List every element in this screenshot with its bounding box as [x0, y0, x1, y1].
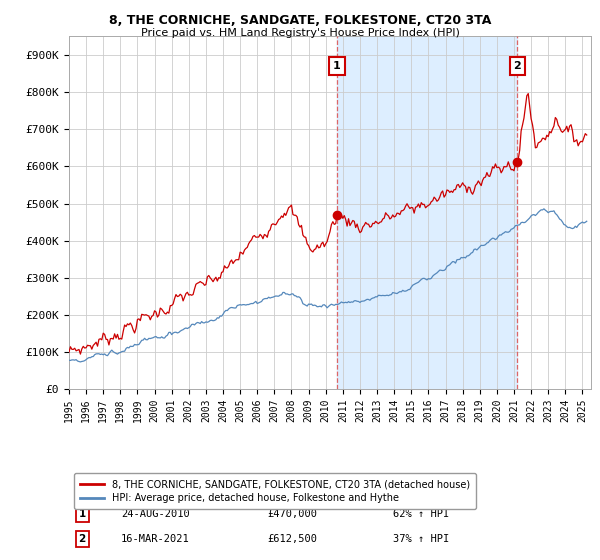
Text: 8, THE CORNICHE, SANDGATE, FOLKESTONE, CT20 3TA: 8, THE CORNICHE, SANDGATE, FOLKESTONE, C…	[109, 14, 491, 27]
Legend: 8, THE CORNICHE, SANDGATE, FOLKESTONE, CT20 3TA (detached house), HPI: Average p: 8, THE CORNICHE, SANDGATE, FOLKESTONE, C…	[74, 473, 476, 509]
Bar	[337, 36, 517, 389]
Text: £612,500: £612,500	[268, 534, 317, 544]
Text: 1: 1	[333, 61, 341, 71]
Text: 37% ↑ HPI: 37% ↑ HPI	[392, 534, 449, 544]
Text: £470,000: £470,000	[268, 510, 317, 520]
Text: Price paid vs. HM Land Registry's House Price Index (HPI): Price paid vs. HM Land Registry's House …	[140, 28, 460, 38]
Text: 2: 2	[79, 534, 86, 544]
Text: 16-MAR-2021: 16-MAR-2021	[121, 534, 190, 544]
Text: 24-AUG-2010: 24-AUG-2010	[121, 510, 190, 520]
Text: 2: 2	[514, 61, 521, 71]
Text: 1: 1	[79, 510, 86, 520]
Text: 62% ↑ HPI: 62% ↑ HPI	[392, 510, 449, 520]
